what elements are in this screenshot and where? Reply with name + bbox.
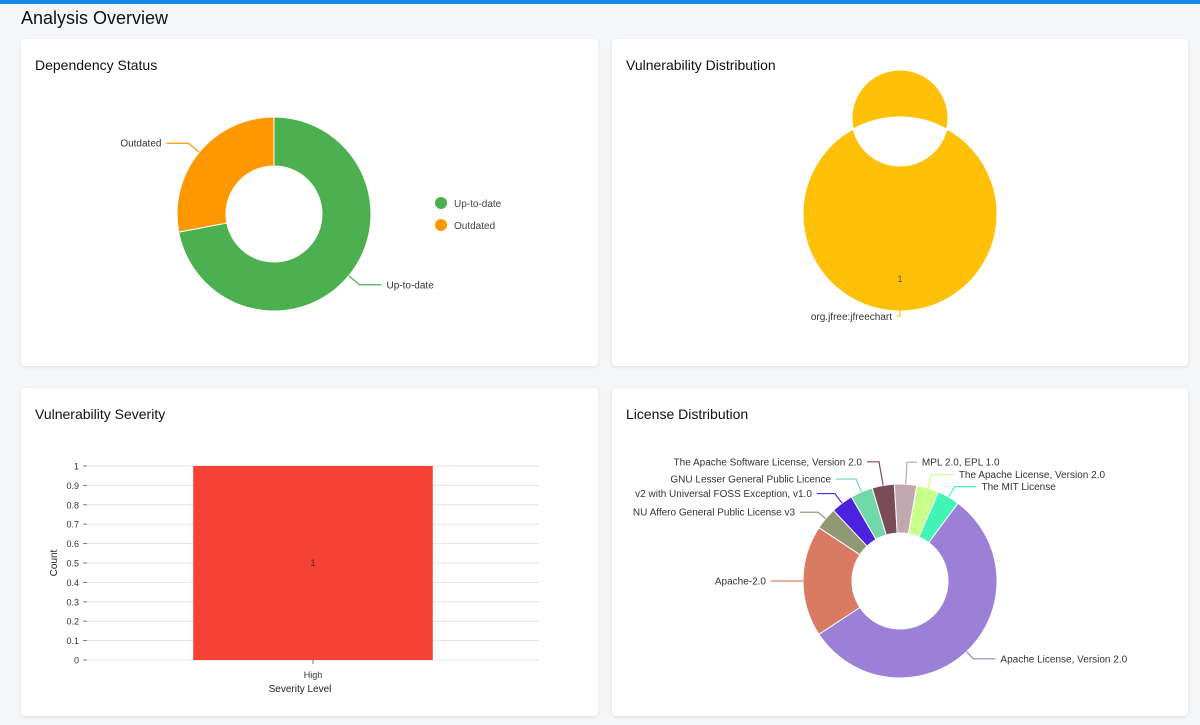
- y-tick-label-0: 0: [74, 656, 79, 666]
- license-distribution-title: License Distribution: [626, 406, 749, 422]
- y-tick-label-0-9: 0.9: [66, 481, 79, 491]
- slice-label-the-apache-license-version-2-0: The Apache License, Version 2.0: [959, 470, 1106, 481]
- x-tick-label-high: High: [304, 670, 323, 680]
- slice-label-up-to-date: Up-to-date: [387, 280, 435, 291]
- y-tick-label-1: 1: [74, 462, 79, 472]
- top-accent-bar: [0, 0, 1200, 4]
- license-distribution-chart: Apache License, Version 2.0 Apache-2.0 NU …: [633, 457, 1128, 679]
- slice-outdated: [176, 116, 275, 233]
- vulnerability-distribution-title: Vulnerability Distribution: [626, 57, 776, 73]
- dependency-status-title: Dependency Status: [35, 57, 158, 73]
- legend-label-up-to-date: Up-to-date: [454, 199, 502, 210]
- y-tick-label-0-4: 0.4: [66, 578, 79, 588]
- slice-apache-license-version-2-0: [818, 502, 998, 679]
- dependency-status-chart: Up-to-date Outdated Up-to-date Outdated: [120, 116, 502, 312]
- y-tick-label-0-5: 0.5: [66, 559, 79, 569]
- dependency-status-card: Dependency Status Up-to-date Outdated Up-t…: [21, 39, 598, 366]
- vulnerability-distribution-card: Vulnerability Distribution 1 org.jfree:jf…: [612, 39, 1188, 366]
- slice-label-outdated: Outdated: [120, 139, 161, 150]
- callout-line-the-apache-software-license-version-2-0: [866, 461, 884, 486]
- y-tick-label-0-3: 0.3: [66, 597, 79, 607]
- callout-line-gnu-affero-general-public-license-v3: [800, 511, 827, 520]
- x-axis-label: Severity Level: [269, 684, 332, 695]
- slice-label-gnu-affero-general-public-license-v3: NU Affero General Public License v3: [633, 508, 796, 519]
- callout-line-gplv2-with-universal-foss-exception-v1-0: [816, 492, 843, 504]
- slice-label-the-apache-software-license-version-2-0: The Apache Software License, Version 2.0: [674, 457, 863, 468]
- slice-value-label: 1: [897, 274, 902, 284]
- callout-line-gnu-lesser-general-public-licence: [836, 478, 863, 493]
- slice-org-jfree-jfreechart: [802, 69, 998, 312]
- slice-label-apache-2-0: Apache-2.0: [715, 576, 767, 587]
- callout-line-up-to-date: [348, 275, 382, 286]
- callout-line-the-mit-license: [947, 486, 977, 498]
- y-tick-label-0-1: 0.1: [66, 636, 79, 646]
- slice-up-to-date: [178, 116, 372, 312]
- legend-swatch-up-to-date: [435, 197, 447, 209]
- callout-line-mpl-2-0-epl-1-0: [905, 461, 917, 485]
- slice-label-gplv2-with-universal-foss-exception-v1-0: v2 with Universal FOSS Exception, v1.0: [635, 489, 812, 500]
- callout-line-apache-license-version-2-0: [966, 651, 996, 660]
- callout-line-outdated: [166, 142, 200, 153]
- slice-label-apache-license-version-2-0: Apache License, Version 2.0: [1000, 654, 1127, 665]
- vulnerability-severity-card: Vulnerability Severity 0 0.1 0.2 0.3 0.4 0.5 0…: [21, 388, 598, 716]
- slice-label-mpl-2-0-epl-1-0: MPL 2.0, EPL 1.0: [922, 458, 1000, 469]
- vulnerability-severity-title: Vulnerability Severity: [35, 406, 166, 422]
- y-tick-label-0-8: 0.8: [66, 500, 79, 510]
- y-axis-label: Count: [49, 549, 60, 576]
- page-title: Analysis Overview: [21, 8, 169, 28]
- callout-line-the-apache-license-version-2-0: [927, 474, 954, 489]
- y-tick-label-0-6: 0.6: [66, 539, 79, 549]
- slice-label-the-mit-license: The MIT License: [982, 482, 1057, 493]
- slice-label-org-jfree-jfreechart: org.jfree:jfreechart: [811, 312, 892, 323]
- legend-swatch-outdated: [435, 219, 447, 231]
- y-tick-label-0-2: 0.2: [66, 617, 79, 627]
- y-tick-label-0-7: 0.7: [66, 520, 79, 530]
- legend-label-outdated: Outdated: [454, 221, 495, 232]
- slice-label-gnu-lesser-general-public-licence: GNU Lesser General Public Licence: [670, 475, 831, 486]
- bar-high: [193, 466, 433, 660]
- license-distribution-card: License Distribution Apache License, Ver…: [612, 388, 1188, 716]
- callout-line-org-jfree-jfreechart: [897, 295, 901, 317]
- slice-the-mit-license: [918, 491, 959, 544]
- vulnerability-distribution-chart: 1 org.jfree:jfreechart: [802, 69, 998, 323]
- vulnerability-severity-chart: 0 0.1 0.2 0.3 0.4 0.5 0.6 0.7 0.8 0.9 1 1 High Severi…: [49, 462, 539, 695]
- bar-value-label-high: 1: [310, 558, 315, 568]
